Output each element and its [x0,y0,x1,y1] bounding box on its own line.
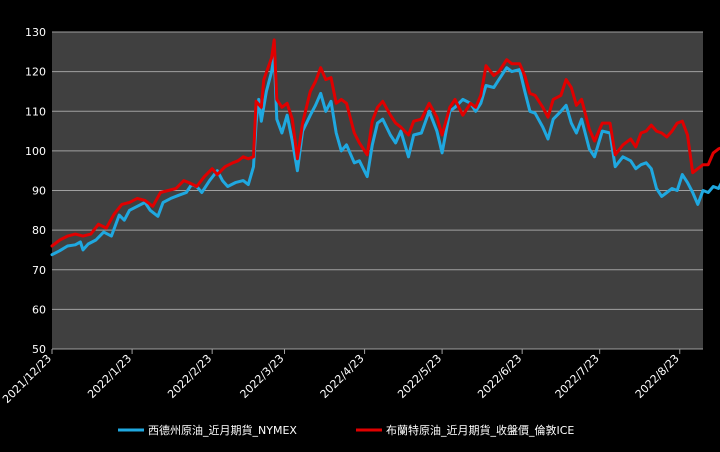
legend: 西德州原油_近月期貨_NYMEX 布蘭特原油_近月期貨_收盤價_倫敦ICE [118,423,574,437]
series-layer [50,38,720,257]
y-tick-label: 60 [32,303,46,316]
y-tick-label: 110 [25,105,46,118]
y-tick-label: 120 [25,66,46,79]
y-tick-label: 90 [32,185,46,198]
y-tick-label: 80 [32,224,46,237]
y-tick-label: 50 [32,343,46,356]
y-tick-label: 130 [25,26,46,39]
legend-label-0: 西德州原油_近月期貨_NYMEX [148,423,297,437]
series-line-0 [50,54,720,257]
series-line-1 [50,38,720,248]
y-tick-label: 70 [32,264,46,277]
legend-label-1: 布蘭特原油_近月期貨_收盤價_倫敦ICE [386,423,574,437]
y-axis: 50 60 70 80 90 100 110 120 130 [25,26,46,356]
y-tick-label: 100 [25,145,46,158]
